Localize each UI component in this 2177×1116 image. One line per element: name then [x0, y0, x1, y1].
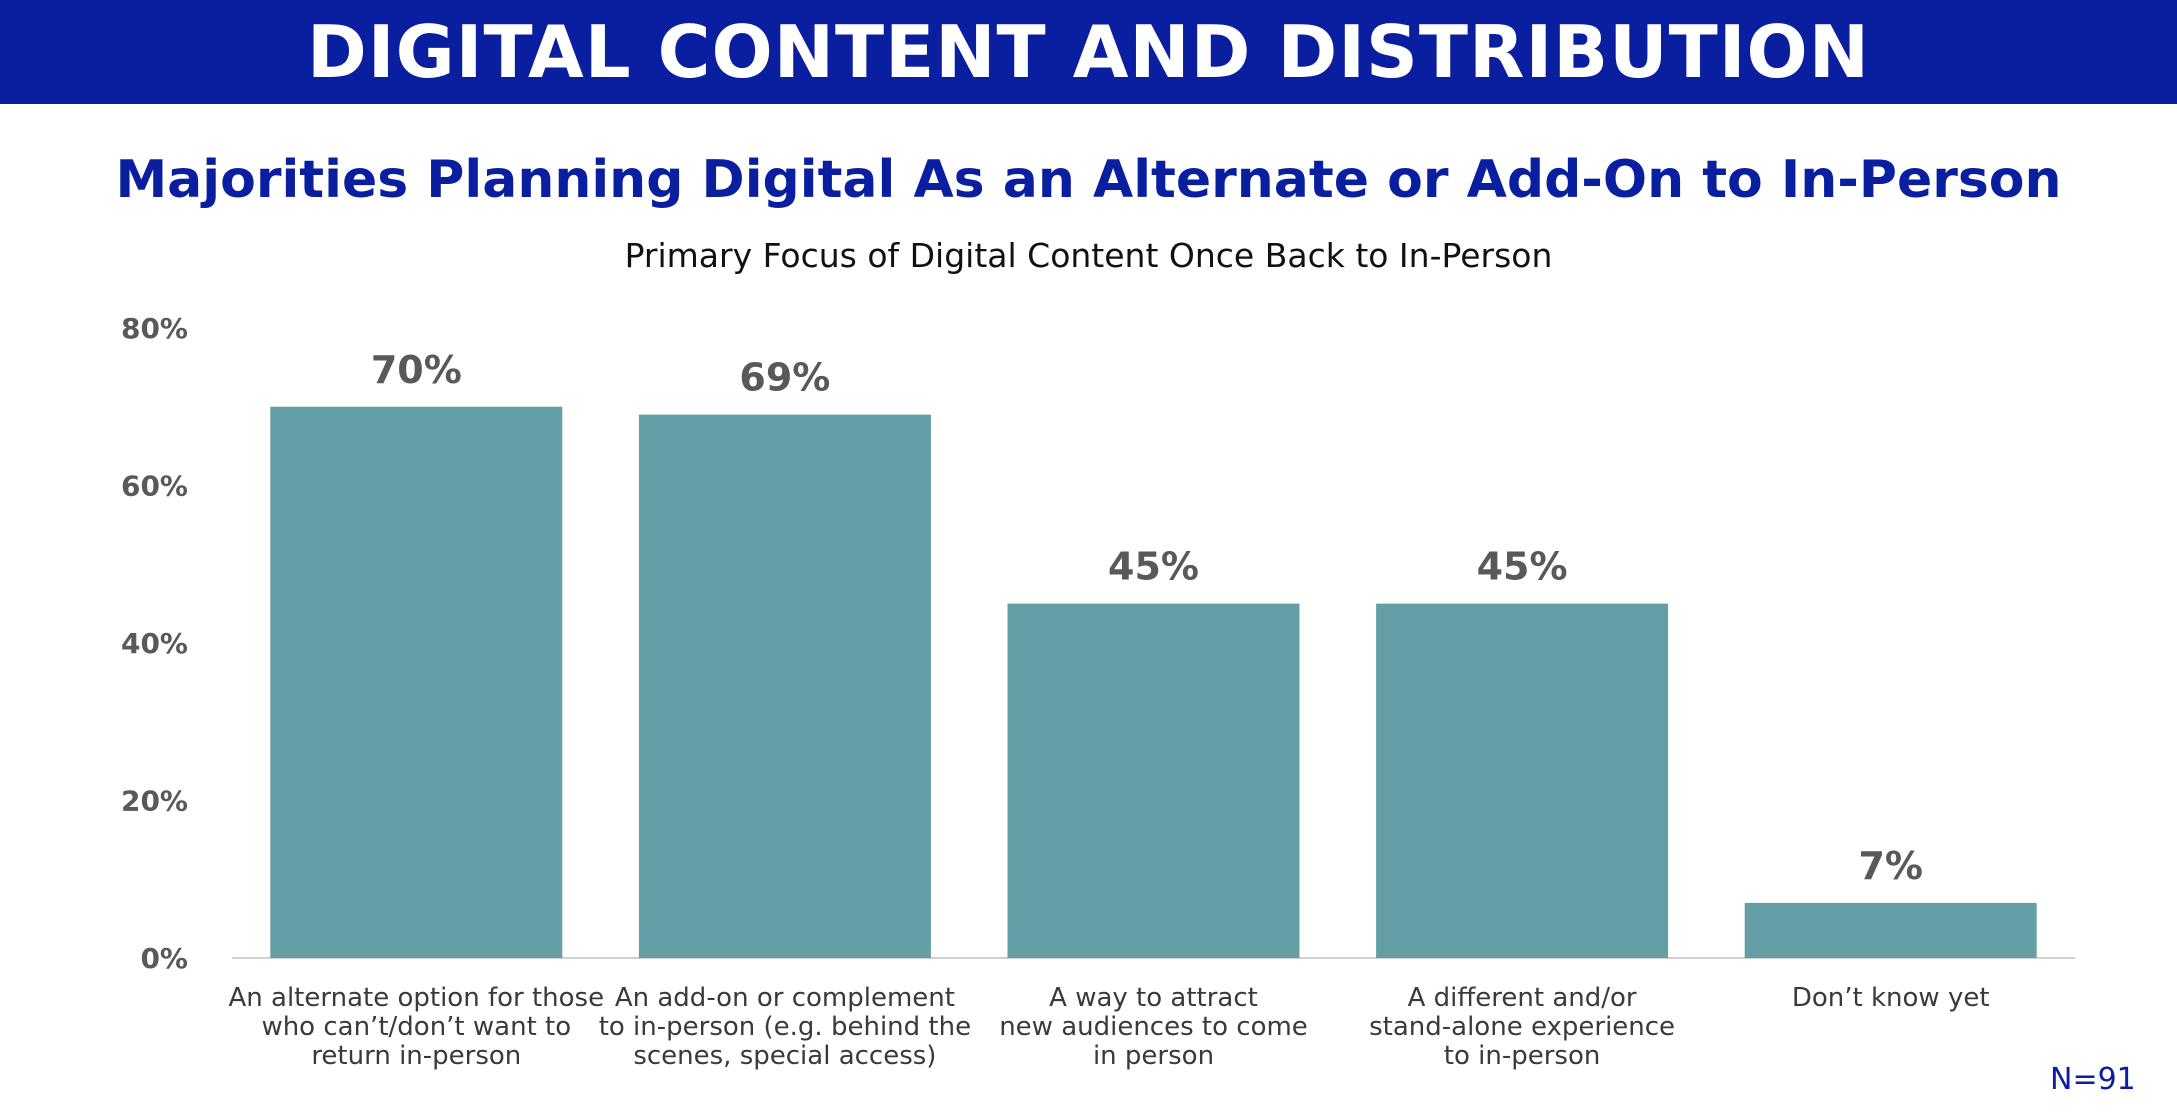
bar	[1744, 902, 2037, 958]
bar-value-label: 70%	[371, 348, 462, 392]
category-label-line: stand-alone experience	[1369, 1012, 1675, 1042]
y-tick-label: 20%	[121, 785, 188, 818]
category-label-line: to in-person	[1444, 1041, 1601, 1071]
category-label-line: A different and/or	[1408, 983, 1637, 1013]
bar-value-label: 69%	[739, 356, 830, 400]
category-label-line: An add-on or complement	[615, 983, 955, 1013]
chart-headline: Majorities Planning Digital As an Altern…	[115, 150, 2062, 210]
bar	[1007, 603, 1300, 958]
y-tick-label: 80%	[121, 312, 188, 345]
sample-size-note: N=91	[2050, 1062, 2136, 1097]
category-label-line: return in-person	[311, 1041, 521, 1071]
category-label: Don’t know yet	[1792, 983, 1990, 1013]
category-label-line: new audiences to come	[999, 1012, 1308, 1042]
y-tick-label: 0%	[140, 942, 188, 975]
category-label-line: in person	[1093, 1041, 1214, 1071]
category-label: A different and/or stand-alone experience…	[1369, 983, 1675, 1071]
banner-title: DIGITAL CONTENT AND DISTRIBUTION	[307, 10, 1870, 94]
category-label: A way to attract new audiences to come in …	[999, 983, 1308, 1071]
category-label-line: to in-person (e.g. behind the	[599, 1012, 971, 1042]
category-label-line: An alternate option for those	[229, 983, 605, 1013]
category-label-line: A way to attract	[1049, 983, 1258, 1013]
category-label-line: who can’t/don’t want to	[261, 1012, 571, 1042]
bar	[1376, 603, 1669, 958]
category-label: An add-on or complement to in-person (e.g…	[599, 983, 971, 1071]
category-label-line: scenes, special access)	[633, 1041, 936, 1071]
title-banner: DIGITAL CONTENT AND DISTRIBUTION	[0, 0, 2177, 104]
bar-value-label: 45%	[1108, 545, 1199, 589]
bar	[638, 414, 931, 958]
category-label: An alternate option for those who can’t/d…	[229, 983, 605, 1071]
category-label-line: Don’t know yet	[1792, 983, 1990, 1013]
bar-value-label: 7%	[1858, 844, 1923, 888]
bar	[270, 406, 563, 958]
chart-title: Primary Focus of Digital Content Once Ba…	[624, 236, 1553, 275]
y-tick-label: 60%	[121, 470, 188, 503]
bar-value-label: 45%	[1477, 545, 1568, 589]
y-tick-label: 40%	[121, 627, 188, 660]
